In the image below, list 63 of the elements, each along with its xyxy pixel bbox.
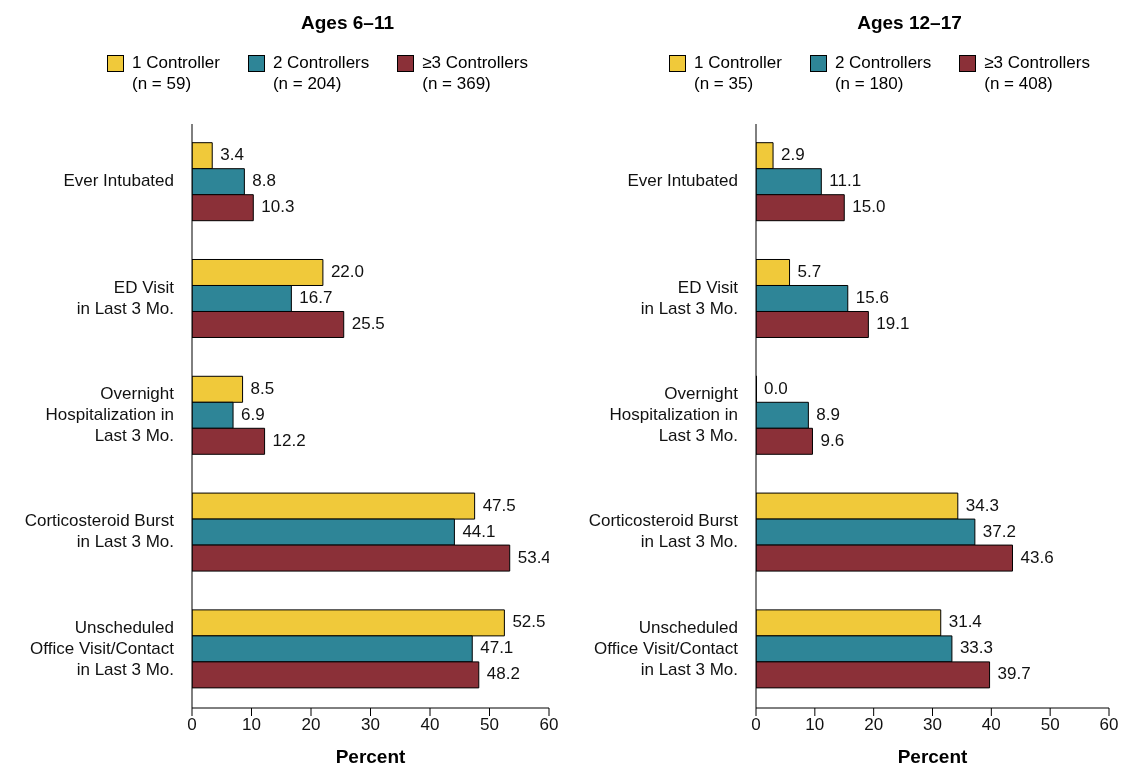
y-tick-label: Ever Intubated xyxy=(627,171,738,191)
data-label: 15.0 xyxy=(852,197,886,217)
data-label: 31.4 xyxy=(948,612,982,632)
y-tick-label: Ever Intubated xyxy=(63,171,174,191)
y-tick-label: Corticosteroid Burst in Last 3 Mo. xyxy=(588,511,739,552)
x-tick-label: 0 xyxy=(187,715,197,735)
data-label: 48.2 xyxy=(486,664,520,684)
data-label: 6.9 xyxy=(241,404,265,424)
data-label: 19.1 xyxy=(876,313,910,333)
data-label: 0.0 xyxy=(764,378,788,398)
data-label: 47.5 xyxy=(482,495,516,515)
data-label: 34.3 xyxy=(965,495,999,515)
x-tick-label: 30 xyxy=(361,715,380,735)
data-label: 25.5 xyxy=(351,313,385,333)
x-tick-label: 40 xyxy=(420,715,440,735)
data-label: 43.6 xyxy=(1020,547,1054,567)
data-label: 10.3 xyxy=(261,197,295,217)
data-label: 3.4 xyxy=(220,145,244,165)
data-label: 5.7 xyxy=(797,261,822,281)
data-label: 15.6 xyxy=(855,287,889,307)
data-label: 52.5 xyxy=(512,612,546,632)
x-axis-title: Percent xyxy=(897,746,969,768)
x-tick-label: 10 xyxy=(242,715,261,735)
data-label: 8.8 xyxy=(252,171,276,191)
x-tick-label: 10 xyxy=(805,715,825,735)
x-tick-label: 20 xyxy=(864,715,884,735)
x-tick-label: 50 xyxy=(480,715,499,735)
x-axis-title: Percent xyxy=(335,746,407,768)
legend-label: ≥3 Controllers (n = 408) xyxy=(984,52,1090,94)
data-label: 22.0 xyxy=(330,261,364,281)
data-label: 9.6 xyxy=(820,430,845,450)
y-tick-label: Corticosteroid Burst in Last 3 Mo. xyxy=(24,511,175,552)
y-tick-label: ED Visit in Last 3 Mo. xyxy=(640,278,739,319)
data-label: 33.3 xyxy=(959,638,994,658)
data-label: 16.7 xyxy=(299,287,333,307)
legend-label: ≥3 Controllers (n = 369) xyxy=(422,52,528,94)
x-tick-label: 40 xyxy=(981,715,1001,735)
legend-label: 1 Controller (n = 35) xyxy=(694,52,782,94)
x-tick-label: 60 xyxy=(539,715,559,735)
legend-label: 2 Controllers (n = 180) xyxy=(834,52,932,94)
data-label: 8.9 xyxy=(816,404,840,424)
legend-label: 2 Controllers (n = 204) xyxy=(272,52,370,94)
data-label: 8.5 xyxy=(250,378,275,398)
x-tick-label: 60 xyxy=(1099,715,1119,735)
x-tick-label: 0 xyxy=(751,715,761,735)
y-tick-label: Unscheduled Office Visit/Contact in Last 3 Mo. xyxy=(30,618,175,680)
x-tick-label: 50 xyxy=(1040,715,1060,735)
legend-label: 1 Controller (n = 59) xyxy=(132,52,220,94)
x-tick-label: 30 xyxy=(923,715,942,735)
chart-title: Ages 6–11 xyxy=(300,11,395,35)
y-tick-label: ED Visit in Last 3 Mo. xyxy=(76,278,175,319)
data-label: 2.9 xyxy=(781,145,805,165)
chart-title: Ages 12–17 xyxy=(856,11,963,35)
data-label: 12.2 xyxy=(272,430,306,450)
data-label: 44.1 xyxy=(462,521,496,541)
y-tick-label: Unscheduled Office Visit/Contact in Last 3 Mo. xyxy=(594,618,739,680)
data-label: 47.1 xyxy=(480,638,514,658)
data-label: 11.1 xyxy=(829,171,862,191)
x-tick-label: 20 xyxy=(301,715,321,735)
y-tick-label: Overnight Hospitalization in Last 3 Mo. xyxy=(609,384,739,446)
data-label: 39.7 xyxy=(997,664,1031,684)
y-tick-label: Overnight Hospitalization in Last 3 Mo. xyxy=(45,384,175,446)
data-label: 37.2 xyxy=(982,521,1016,541)
